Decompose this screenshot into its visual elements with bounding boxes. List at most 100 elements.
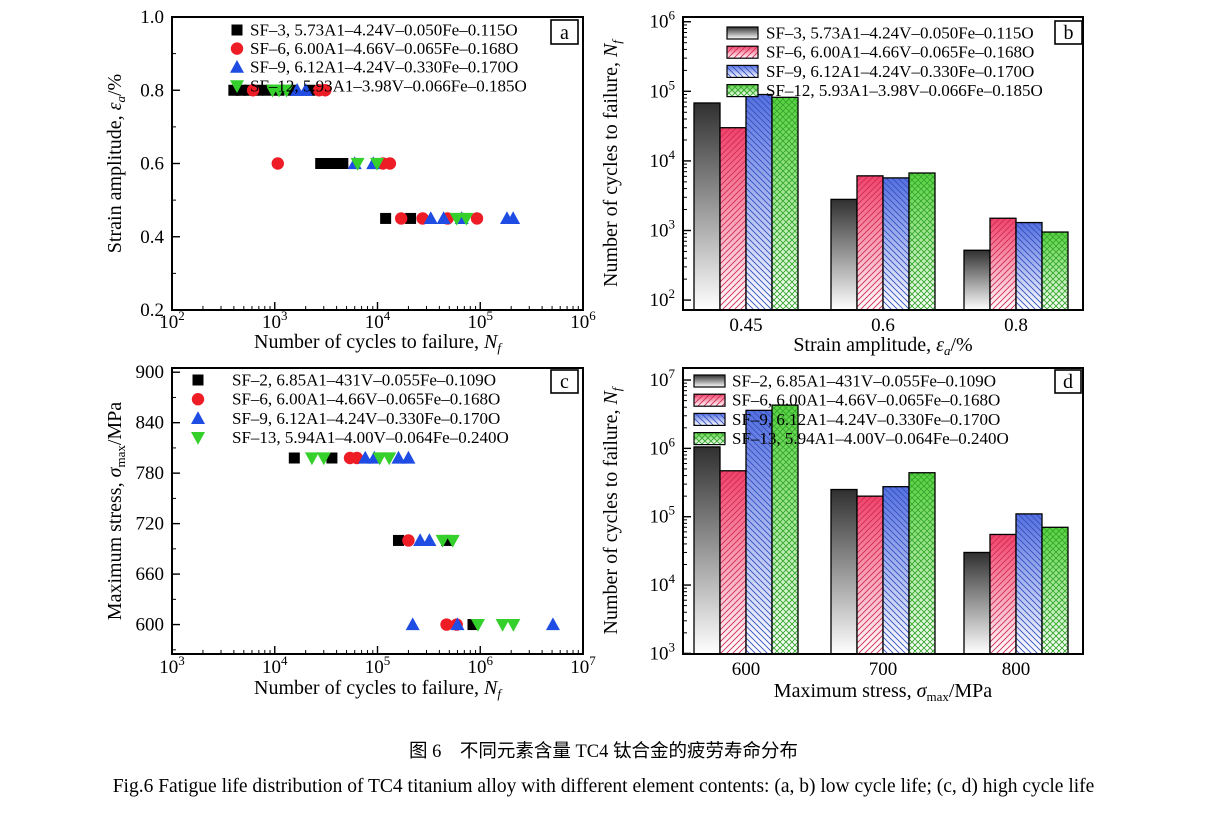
y-tick-label: 105 bbox=[650, 77, 676, 102]
bar bbox=[694, 446, 720, 654]
scatter-point bbox=[413, 533, 428, 547]
legend-swatch-outline bbox=[726, 83, 759, 98]
bar bbox=[964, 250, 990, 310]
y-tick-label: 660 bbox=[136, 564, 165, 585]
plot-frame bbox=[682, 367, 1084, 655]
legend-label: SF–6, 6.00A1–4.66V–0.065Fe–0.168O bbox=[732, 391, 1000, 410]
scatter-series-0 bbox=[288, 452, 479, 631]
scatter-point bbox=[322, 158, 334, 169]
bar-hatch bbox=[720, 470, 746, 654]
x-tick-label: 104 bbox=[365, 308, 391, 333]
bars bbox=[693, 93, 1069, 311]
legend-swatch-outline bbox=[726, 45, 759, 59]
scatter-point bbox=[436, 211, 451, 225]
caption-chinese: 图 6 不同元素含量 TC4 钛合金的疲劳寿命分布 bbox=[408, 742, 799, 762]
y-axis-title: Strain amplitude, εa/% bbox=[104, 74, 128, 253]
y-tick-label: 600 bbox=[136, 615, 165, 636]
scatter-point bbox=[228, 84, 240, 96]
legend-swatch bbox=[694, 375, 725, 387]
bar-hatch bbox=[746, 94, 772, 310]
legend-swatch-outline bbox=[693, 374, 726, 388]
bar-hatch bbox=[909, 472, 935, 654]
x-tick-label: 103 bbox=[262, 308, 288, 333]
scatter-point bbox=[358, 450, 373, 464]
y-tick-label: 106 bbox=[650, 8, 676, 33]
legend-item: SF–12, 5.93A1–3.98V–0.066Fe–0.185O bbox=[230, 76, 527, 95]
scatter-point bbox=[372, 452, 387, 466]
bar-hatch bbox=[857, 175, 883, 310]
legend-swatch-hatch bbox=[727, 84, 758, 97]
charts-canvas: 102 103 104 105 106 0.2 0.4 0.6 0.8 1.0 SF–3, 5.73… bbox=[104, 7, 1084, 704]
y-tick-label: 105 bbox=[650, 503, 676, 528]
y-tick-label: 900 bbox=[136, 362, 165, 383]
scatter-point bbox=[191, 411, 205, 424]
x-tick-label: 104 bbox=[262, 653, 288, 678]
legend-item: SF–6, 6.00A1–4.66V–0.065Fe–0.168O bbox=[191, 390, 500, 409]
panel-label-box bbox=[550, 369, 579, 394]
y-tick-label: 0.2 bbox=[140, 300, 164, 321]
legend-item: SF–3, 5.73A1–4.24V–0.050Fe–0.115O bbox=[726, 24, 1034, 43]
bar-hatch bbox=[1042, 527, 1068, 654]
legend-swatch-outline bbox=[693, 432, 726, 446]
scatter-point bbox=[394, 212, 408, 225]
legend-item: SF–2, 6.85A1–431V–0.055Fe–0.109O bbox=[192, 371, 496, 390]
scatter-point bbox=[191, 432, 205, 445]
legend-item: SF–13, 5.94A1–4.00V–0.064Fe–0.240O bbox=[693, 429, 1009, 448]
bar bbox=[831, 199, 857, 310]
bar-hatch bbox=[772, 405, 798, 654]
bar bbox=[694, 102, 720, 310]
x-category-label: 700 bbox=[869, 659, 898, 680]
scatter-point bbox=[459, 212, 474, 226]
legend-label: SF–12, 5.93A1–3.98V–0.066Fe–0.185O bbox=[766, 81, 1043, 100]
y-tick-label: 104 bbox=[650, 571, 676, 596]
y-axis-title: Number of cycles to failure, Nf bbox=[600, 385, 624, 634]
scatter-point bbox=[391, 450, 406, 464]
scatter-point bbox=[319, 84, 332, 97]
y-tick-label: 720 bbox=[136, 514, 165, 535]
x-axis-title: Maximum stress, σmax/MPa bbox=[774, 680, 993, 704]
legend-item: SF–9, 6.12A1–4.24V–0.330Fe–0.170O bbox=[191, 409, 500, 428]
scatter-point bbox=[191, 393, 205, 406]
scatter-point bbox=[279, 84, 294, 98]
scatter-series-0 bbox=[228, 84, 417, 224]
scatter-point bbox=[326, 452, 338, 464]
scatter-point bbox=[235, 84, 247, 96]
legend-swatch-hatch bbox=[694, 413, 725, 426]
scatter-point bbox=[401, 450, 416, 464]
scatter-point bbox=[261, 84, 273, 96]
legend-swatch-outline bbox=[726, 64, 759, 79]
legend-swatch-outline bbox=[726, 26, 759, 40]
legend-label: SF–9, 6.12A1–4.24V–0.330Fe–0.170O bbox=[732, 410, 1000, 429]
chart-d: 103 104 105 106 107 600 700 800 SF–2, 6.85A1–431… bbox=[600, 366, 1084, 704]
legend-label: SF–13, 5.94A1–4.00V–0.064Fe–0.240O bbox=[732, 429, 1009, 448]
y-tick-label: 840 bbox=[136, 413, 165, 434]
chart-a: 102 103 104 105 106 0.2 0.4 0.6 0.8 1.0 SF–3, 5.73… bbox=[104, 7, 596, 355]
scatter-point bbox=[230, 60, 244, 73]
scatter-point bbox=[405, 212, 417, 224]
x-tick-label: 102 bbox=[159, 308, 185, 333]
legend-swatch-hatch bbox=[694, 432, 725, 445]
scatter-series-3 bbox=[265, 84, 474, 226]
scatter-point bbox=[422, 533, 437, 547]
legend-swatch-outline bbox=[693, 393, 726, 407]
caption-english: Fig.6 Fatigue life distribution of TC4 t… bbox=[112, 776, 1095, 797]
plot-frame bbox=[682, 16, 1084, 311]
scatter-point bbox=[370, 157, 385, 171]
y-tick-label: 106 bbox=[650, 434, 676, 459]
x-axis-title: Number of cycles to failure, Nf bbox=[254, 677, 503, 701]
x-tick-label: 106 bbox=[570, 308, 596, 333]
panel-label: a bbox=[560, 22, 569, 44]
y-tick-label: 103 bbox=[650, 216, 676, 241]
scatter-point bbox=[380, 212, 392, 224]
scatter-point bbox=[402, 534, 415, 547]
scatter-series-2 bbox=[358, 450, 560, 631]
bar-hatch bbox=[720, 127, 746, 310]
legend-label: SF–12, 5.93A1–3.98V–0.066Fe–0.185O bbox=[250, 76, 527, 95]
scatter-series-2 bbox=[290, 83, 521, 225]
scatter-point bbox=[506, 211, 521, 225]
y-axis-title: Maximum stress, σmax/MPa bbox=[104, 402, 128, 621]
chart-c: 103 104 105 106 107 600 660 720 780 840 900 SF–2, 6… bbox=[104, 362, 596, 701]
legend-item: SF–2, 6.85A1–431V–0.055Fe–0.109O bbox=[693, 372, 996, 391]
legend-item: SF–9, 6.12A1–4.24V–0.330Fe–0.170O bbox=[726, 62, 1034, 81]
